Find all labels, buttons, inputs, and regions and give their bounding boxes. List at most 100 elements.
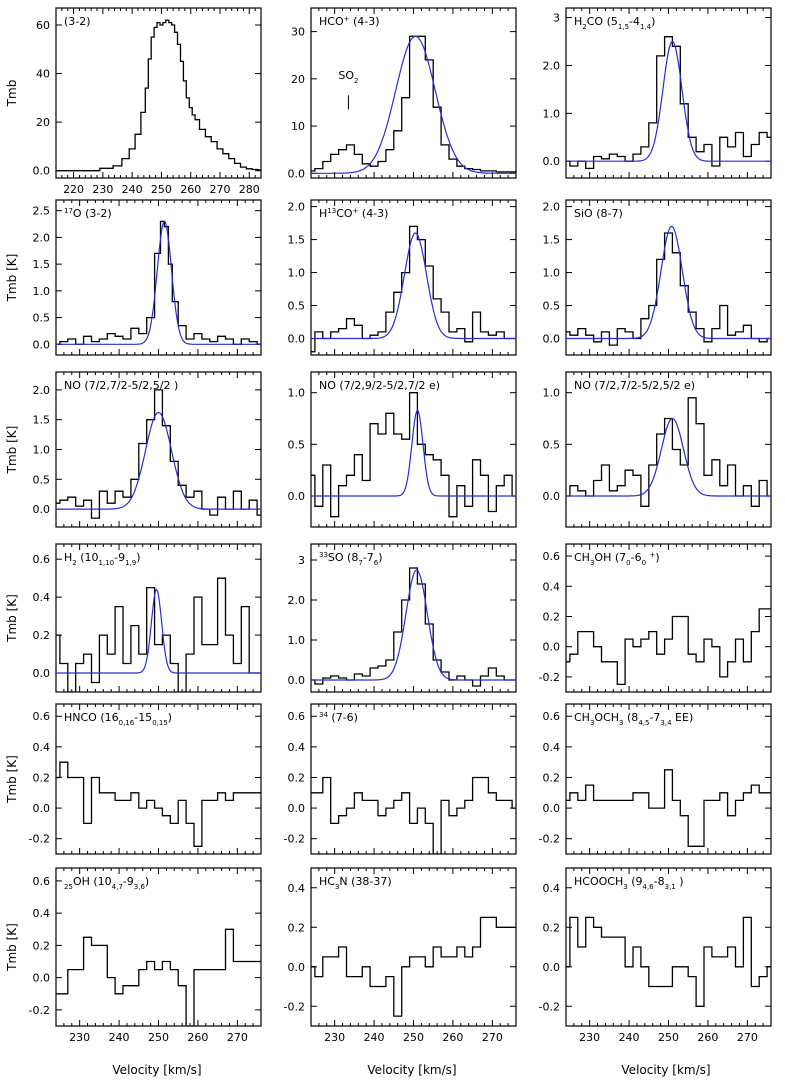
x-axis-label-col-1: Velocity [km/s] — [367, 1063, 456, 1077]
y-tick-label: 0.0 — [288, 802, 306, 815]
y-tick-label: -0.2 — [29, 833, 50, 846]
panel-ch3oh: -0.2 0.0 0.2 0.4 0.6 CH3OH (70-60 A+) — [539, 543, 772, 693]
y-tick-label: 0.2 — [33, 939, 51, 952]
y-tick-label: 1.5 — [543, 234, 561, 247]
y-tick-label: 0.0 — [288, 961, 306, 974]
y-tick-label: -0.2 — [539, 833, 560, 846]
x-tick-label: 220 — [63, 183, 84, 196]
y-tick-label: 0.0 — [33, 165, 51, 178]
spectrum-line — [566, 769, 771, 847]
x-tick-label: 260 — [442, 1031, 463, 1044]
gaussian-fit-line — [311, 35, 516, 174]
y-tick-label: 1.0 — [543, 107, 561, 120]
y-axis-label: Tmb [K] — [5, 594, 19, 643]
y-tick-label: 0.6 — [33, 553, 51, 566]
panel-frame — [310, 371, 517, 528]
y-axis-label: Tmb [K] — [5, 426, 19, 475]
y-tick-label: 0.5 — [288, 438, 306, 451]
panel-hcop: 0.0 10 20 30 SO2 HCO+ (4-3) — [288, 7, 517, 180]
y-tick-label: 0.0 — [543, 961, 561, 974]
y-tick-label: -0.2 — [539, 1000, 560, 1013]
y-tick-label: 2.0 — [543, 59, 561, 72]
spectrum-line — [56, 928, 261, 1026]
y-tick-label: 0.5 — [543, 438, 561, 451]
y-tick-label: 0.4 — [288, 882, 306, 895]
spectrum-line — [56, 220, 261, 345]
panel-label: SiO (8-7) — [574, 207, 623, 220]
x-axis-label-col-2: Velocity [km/s] — [621, 1063, 710, 1077]
y-tick-label: 0.5 — [543, 300, 561, 313]
spectrum-line — [566, 916, 771, 1007]
y-tick-label: 0.0 — [33, 802, 51, 815]
spectrum-line — [311, 35, 516, 173]
y-tick-label: 0.2 — [543, 610, 561, 623]
panel-hnco: -0.2 0.0 0.2 0.4 0.6 Tmb [K] HNCO (160,16-150,… — [5, 703, 262, 855]
x-tick-label: 250 — [658, 1031, 679, 1044]
y-axis-label: Tmb [K] — [5, 755, 19, 804]
spectrum-line — [56, 761, 261, 847]
gaussian-fit-line — [311, 569, 516, 681]
y-tick-label: 0.4 — [543, 741, 561, 754]
panel-h2co: 0.0 1.0 2.0 3 H2CO (51,5-41,4) — [543, 7, 772, 179]
y-tick-label: -0.2 — [539, 671, 560, 684]
x-tick-label: 240 — [122, 183, 143, 196]
y-tick-label: 0.6 — [288, 710, 306, 723]
gaussian-fit-line — [311, 232, 516, 340]
x-tick-label: 230 — [69, 1031, 90, 1044]
y-tick-label: 1.5 — [33, 414, 51, 427]
panel-hcooch3: 230 240 250 260 270 -0.2 0.0 0.2 0.4 HCOOCH3 (94,… — [539, 867, 772, 1044]
panel-label: HCOOCH3 (94,6-83,1 A) — [574, 875, 684, 891]
y-tick-label: 1.5 — [33, 258, 51, 271]
y-tick-label: 0.0 — [543, 333, 561, 346]
annotation-label: SO2 — [338, 69, 358, 85]
y-tick-label: 2.5 — [33, 205, 51, 218]
panel-frame — [565, 7, 772, 179]
y-tick-label: 0.0 — [33, 503, 51, 516]
panel-ch3och3: -0.2 0.0 0.2 0.4 0.6 CH3OCH3 (84,5-73,4 EE) — [539, 703, 772, 855]
panel-no_a: 0.0 0.5 1.0 1.5 2.0 Tmb [K] NO (7/2,7/2-5/2,5/… — [5, 371, 262, 528]
x-tick-label: 240 — [619, 1031, 640, 1044]
x-tick-label: 230 — [92, 183, 113, 196]
panel-label: C34S (7-6) — [319, 711, 358, 724]
y-tick-label: 0.2 — [288, 921, 306, 934]
y-tick-label: 1.0 — [288, 387, 306, 400]
y-tick-label: 3 — [298, 554, 305, 567]
panel-frame — [55, 543, 262, 693]
panel-frame — [55, 867, 262, 1027]
x-tick-label: 260 — [697, 1031, 718, 1044]
spectrum-line — [56, 577, 261, 692]
x-tick-label: 250 — [148, 1031, 169, 1044]
y-tick-label: 0.0 — [543, 490, 561, 503]
spectrum-line — [311, 776, 516, 854]
x-axis-label-col-0: Velocity [km/s] — [112, 1063, 201, 1077]
y-tick-label: 0.2 — [543, 771, 561, 784]
y-tick-label: -0.2 — [29, 1004, 50, 1017]
panel-frame — [310, 543, 517, 693]
y-tick-label: 1.5 — [288, 234, 306, 247]
x-tick-label: 270 — [227, 1031, 248, 1044]
panel-label: H13CO+ (4-3) — [319, 207, 388, 220]
y-tick-label: 3 — [553, 12, 560, 25]
panel-label: C2H5OH (104,7-93,6) — [64, 875, 149, 891]
y-tick-label: 2.0 — [543, 201, 561, 214]
y-tick-label: 20 — [291, 73, 305, 86]
y-tick-label: 1.0 — [288, 634, 306, 647]
y-tick-label: 1.0 — [33, 444, 51, 457]
panel-so33: 0.0 1.0 2.0 3 33SO (87-76) — [288, 543, 517, 693]
y-tick-label: 0.0 — [288, 167, 306, 180]
gaussian-fit-line — [56, 588, 261, 674]
x-tick-label: 240 — [364, 1031, 385, 1044]
panel-label: HNCO (160,16-150,15) — [64, 711, 172, 727]
y-tick-label: 0.0 — [543, 641, 561, 654]
y-tick-label: 0.5 — [33, 473, 51, 486]
panel-frame — [565, 543, 772, 693]
y-tick-label: 20 — [36, 116, 50, 129]
gaussian-fit-line — [311, 409, 516, 497]
y-tick-label: -0.2 — [284, 833, 305, 846]
y-tick-label: 0.5 — [33, 312, 51, 325]
y-axis-label: Tmb [K] — [5, 254, 19, 303]
y-tick-label: 1.0 — [543, 267, 561, 280]
spectrum-line — [311, 916, 516, 1017]
panel-h13cop: 0.0 0.5 1.0 1.5 2.0 H13CO+ (4-3) — [288, 199, 517, 356]
panel-c34s: -0.2 0.0 0.2 0.4 0.6 C34S (7-6) — [284, 703, 517, 855]
